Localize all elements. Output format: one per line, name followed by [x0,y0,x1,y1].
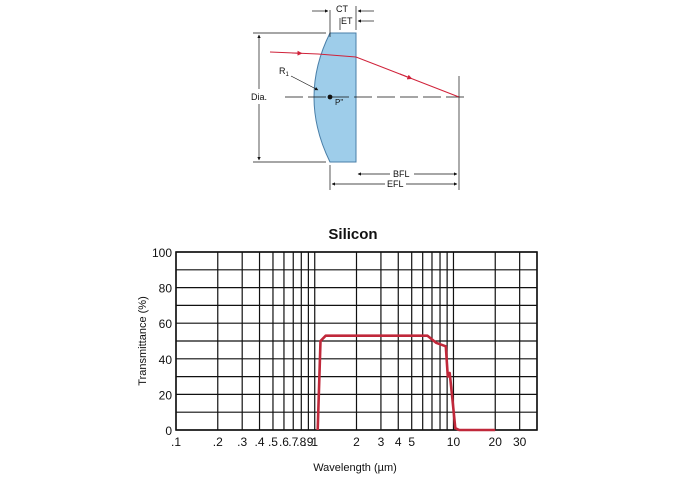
y-tick-labels: 0 20 40 60 80 100 [152,246,172,438]
light-ray [269,51,460,98]
x-tick-label: 20 [489,435,503,449]
y-tick-label: 40 [159,353,173,367]
transmittance-series-line [316,334,496,432]
principal-point [327,94,333,100]
x-axis-label: Wavelength (µm) [313,462,397,474]
x-tick-label: .9 [303,435,313,449]
x-tick-label: 2 [353,435,360,449]
x-tick-label: 5 [408,435,415,449]
x-tick-label: .8 [296,435,306,449]
et-label: ET [341,16,353,26]
lens-diagram: Dia. CT ET R1 P" BFL EFL [251,4,465,190]
x-tick-label: 10 [447,435,461,449]
x-tick-label: .6 [279,435,289,449]
bfl-label: BFL [393,169,410,179]
x-tick-labels: .1 .2 .3 .4.5.6.7.8.91 2 3 4 5 10 20 30 [171,435,527,449]
x-tick-label: .3 [237,435,247,449]
r1-label: R1 [279,66,290,78]
principal-point-label: P" [335,98,343,107]
plano-convex-lens [313,32,357,163]
efl-label: EFL [387,179,404,189]
y-tick-label: 20 [159,388,173,402]
x-tick-label: 4 [395,435,402,449]
x-tick-label: .4 [255,435,265,449]
y-tick-label: 0 [165,424,172,438]
y-tick-label: 60 [159,317,173,331]
x-tick-label: 30 [513,435,527,449]
ct-label: CT [336,4,348,14]
x-tick-label: 1 [311,435,318,449]
y-axis-label: Transmittance (%) [137,296,149,385]
dia-label: Dia. [251,92,267,102]
x-tick-label: 3 [378,435,385,449]
x-tick-label: .5 [268,435,278,449]
plot-frame [175,251,538,431]
chart-title: Silicon [328,226,377,243]
y-tick-label: 80 [159,282,173,296]
r1-leader [290,75,319,91]
x-tick-label: .7 [288,435,298,449]
light-ray-arrow-2 [399,73,413,80]
series-layer [316,334,496,432]
x-tick-label: .2 [213,435,223,449]
y-tick-label: 100 [152,246,172,260]
x-tick-label: .1 [171,435,181,449]
